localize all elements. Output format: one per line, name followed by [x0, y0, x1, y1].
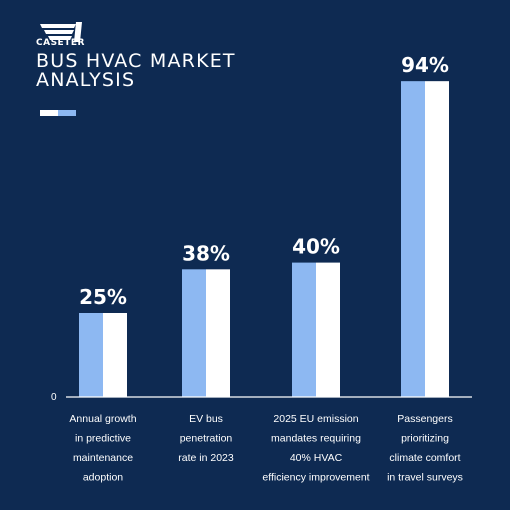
bar-1-right	[103, 313, 127, 397]
accent-bar-blue	[58, 110, 76, 116]
bar-1-left	[79, 313, 103, 397]
caseter-logo-icon	[40, 22, 82, 42]
category-label-1: Annual growth in predictive maintenance ado…	[69, 413, 136, 484]
chart-title: BUS HVAC MARKET ANALYSIS	[36, 50, 236, 91]
data-label-4: 94%	[401, 53, 449, 77]
accent-bar-white	[40, 110, 58, 116]
category-label-2: EV bus penetration rate in 2023	[178, 413, 234, 464]
data-label-3: 40%	[292, 235, 340, 259]
y-tick-label-zero: 0	[51, 392, 57, 403]
bar-3-left	[292, 262, 316, 397]
brand-name: CASETER	[36, 38, 85, 48]
bars-layer	[79, 81, 449, 397]
data-label-2: 38%	[182, 241, 230, 265]
bar-2-right	[206, 269, 230, 397]
category-label-4: Passengers prioritizing climate comfort in …	[387, 413, 463, 484]
title-accent-bar	[40, 110, 76, 116]
bar-3-right	[316, 262, 340, 397]
category-label-3: 2025 EU emission mandates requiring 40% HV…	[262, 413, 369, 484]
bar-4-left	[401, 81, 425, 397]
bar-4-right	[425, 81, 449, 397]
data-label-1: 25%	[79, 285, 127, 309]
labels-layer: 25% Annual growth in predictive maintenance…	[69, 53, 463, 483]
bar-2-left	[182, 269, 206, 397]
